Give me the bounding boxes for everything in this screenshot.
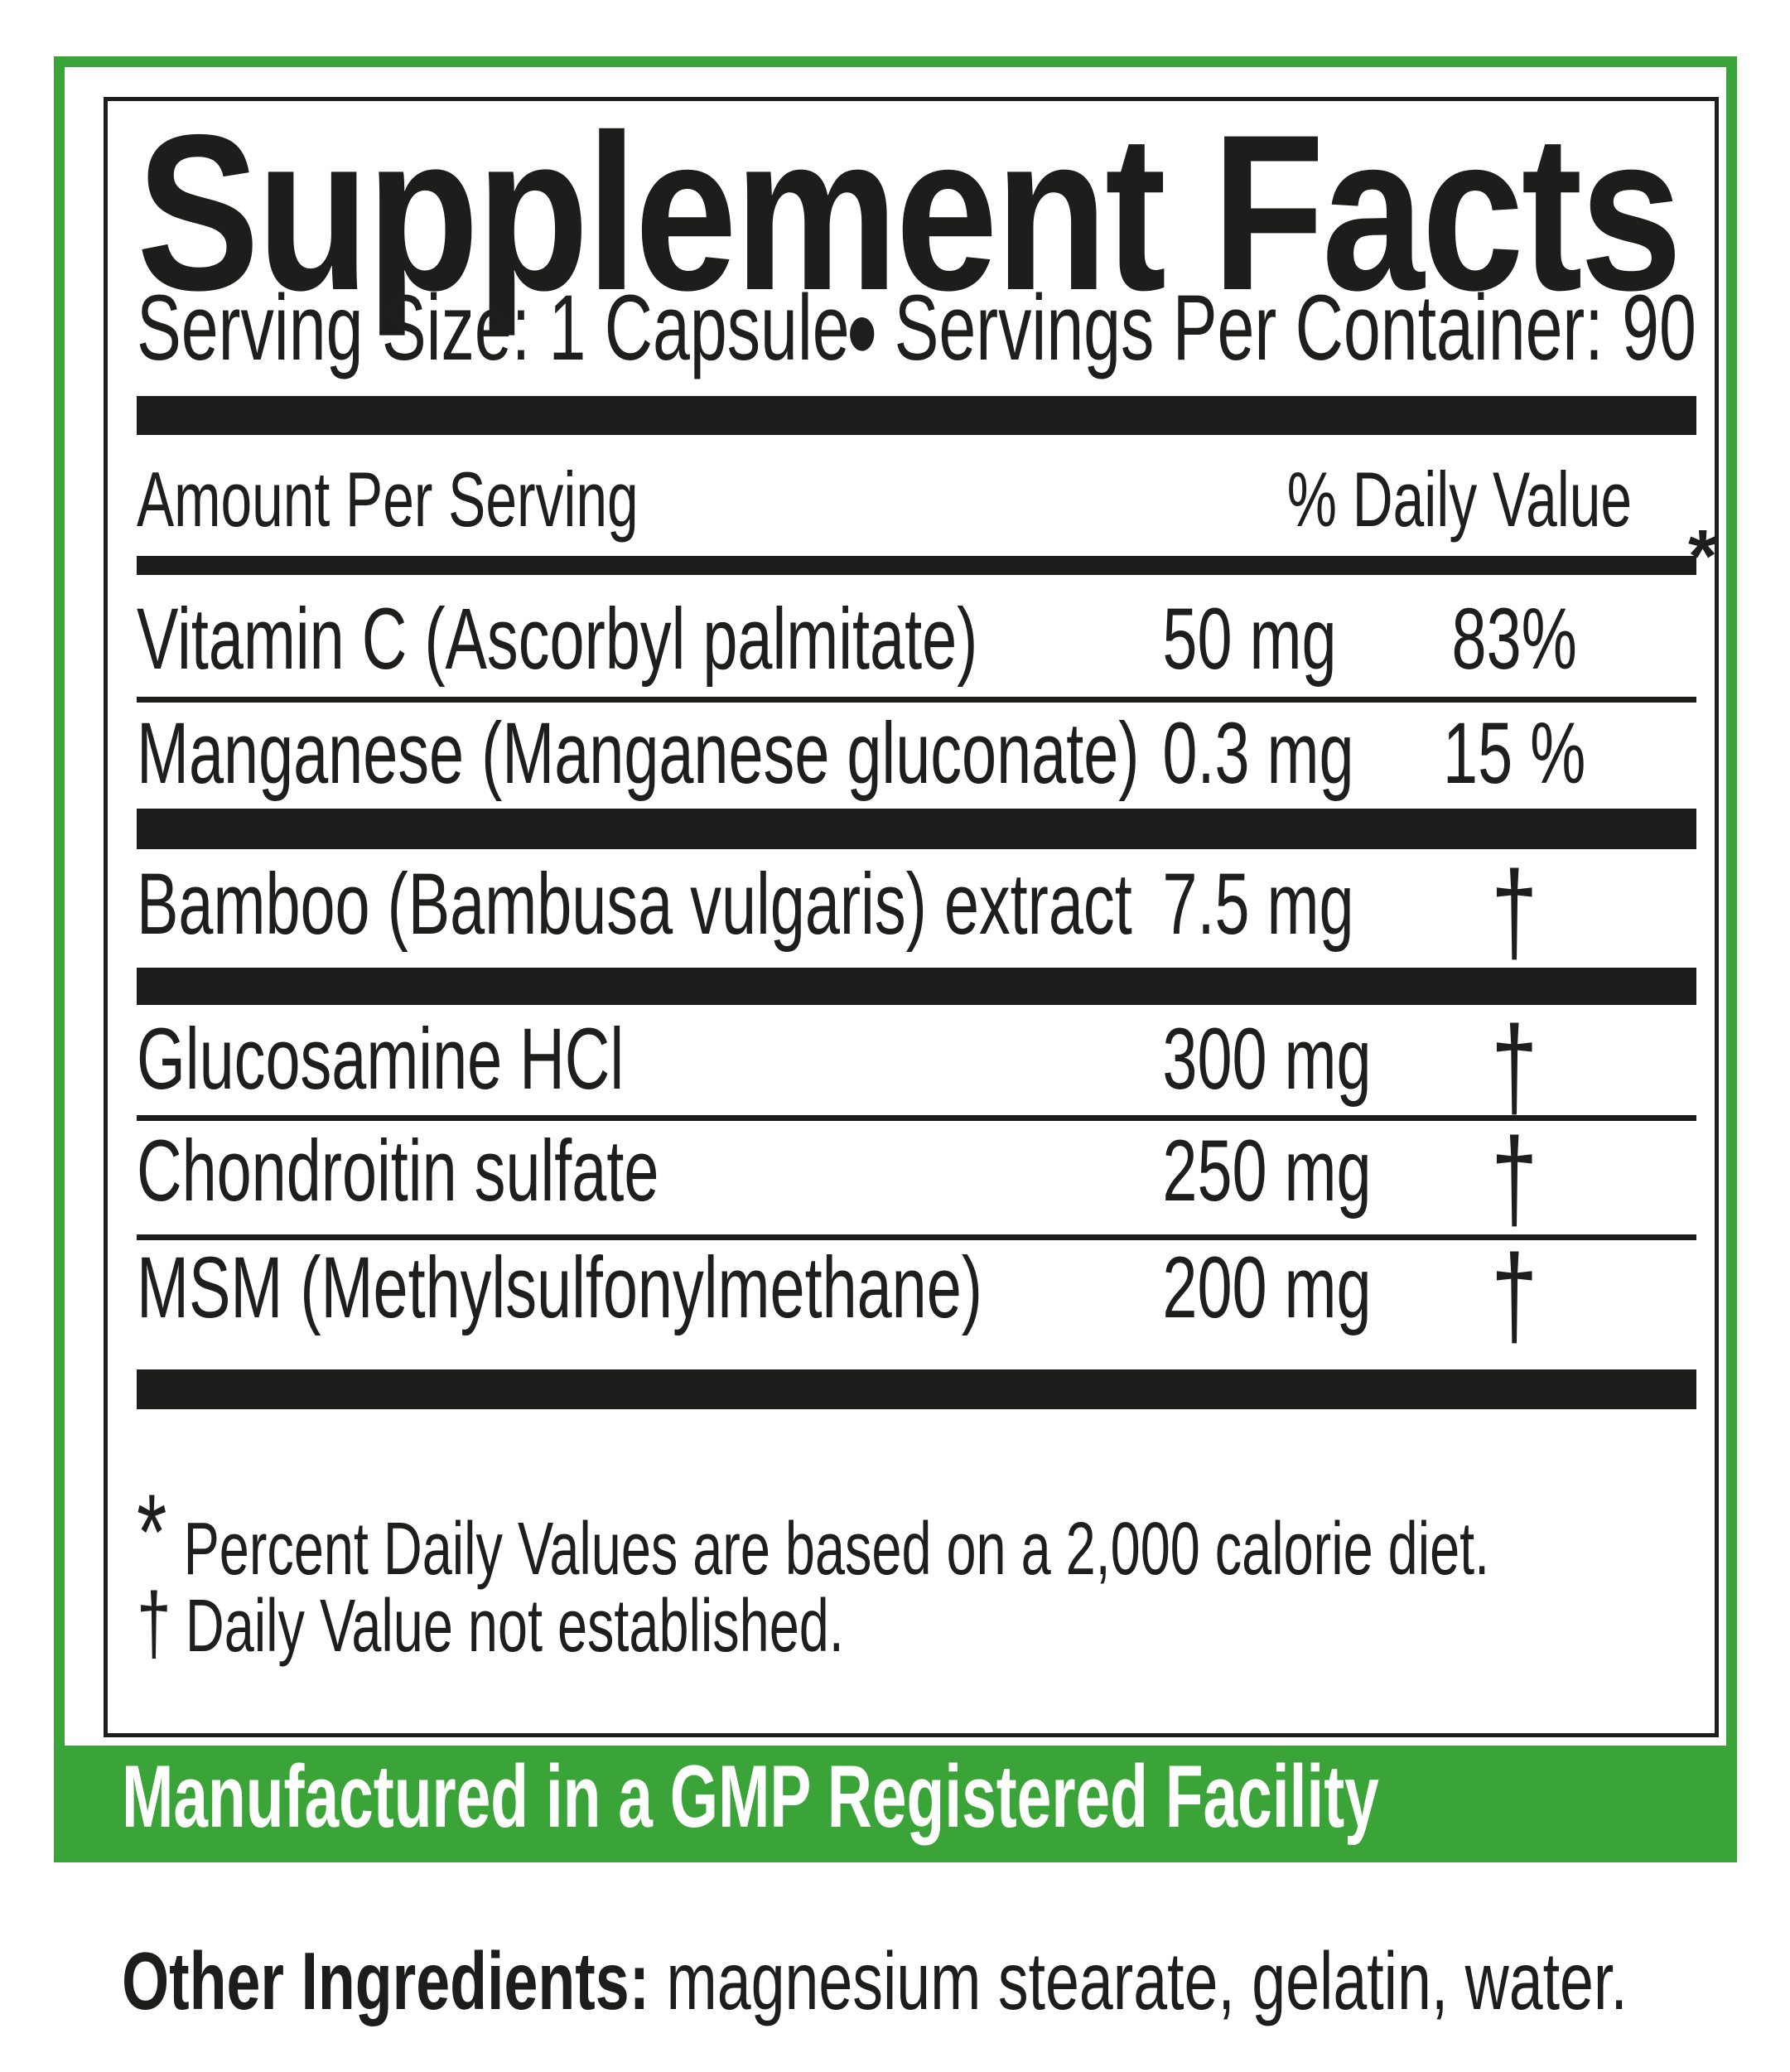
gmp-banner: Manufactured in a GMP Registered Facilit… bbox=[65, 1746, 1726, 1852]
other-ingredients-text: magnesium stearate, gelatin, water. bbox=[649, 1935, 1628, 2026]
serving-size-text: Serving Size: 1 Capsule bbox=[137, 276, 850, 379]
table-row: Chondroitin sulfate 250 mg † bbox=[137, 1121, 1696, 1237]
ingredient-name: Bamboo (Bambusa vulgaris) extract bbox=[137, 856, 1132, 953]
divider-bar-thick bbox=[137, 809, 1696, 849]
ingredient-amount: 250 mg bbox=[1162, 1123, 1372, 1220]
asterisk-symbol: * bbox=[137, 1471, 167, 1592]
other-ingredients-line: Other Ingredients: magnesium stearate, g… bbox=[122, 1940, 1628, 2021]
table-row: MSM (Methylsulfonylmethane) 200 mg † bbox=[137, 1238, 1696, 1354]
table-row: Bamboo (Bambusa vulgaris) extract 7.5 mg… bbox=[137, 854, 1696, 970]
other-ingredients-label: Other Ingredients: bbox=[122, 1935, 650, 2026]
ingredient-name: Manganese (Manganese gluconate) bbox=[137, 705, 1140, 802]
facts-box-inner: Supplement Facts Serving Size: 1 Capsule… bbox=[108, 88, 1717, 1733]
divider-rule-thin bbox=[137, 1115, 1696, 1121]
daily-value-header: % Daily Value bbox=[1286, 456, 1633, 543]
ingredient-daily-value: † bbox=[1491, 1230, 1538, 1360]
ingredient-daily-value: 83% bbox=[1451, 591, 1577, 688]
supplement-facts-box: Supplement Facts Serving Size: 1 Capsule… bbox=[104, 97, 1719, 1737]
divider-bar-thick bbox=[137, 968, 1696, 1005]
table-row: Vitamin C (Ascorbyl palmitate) 50 mg 83% bbox=[137, 596, 1696, 683]
ingredient-amount: 7.5 mg bbox=[1162, 856, 1354, 953]
servings-per-container-text: Servings Per Container: 90 bbox=[894, 276, 1696, 379]
ingredient-amount: 300 mg bbox=[1162, 1011, 1372, 1108]
ingredient-name: MSM (Methylsulfonylmethane) bbox=[137, 1239, 982, 1336]
footnote-text: Daily Value not established. bbox=[185, 1585, 844, 1668]
ingredient-amount: 0.3 mg bbox=[1162, 705, 1354, 802]
divider-bar-medium bbox=[137, 556, 1696, 575]
amount-per-serving-header: Amount Per Serving bbox=[137, 456, 639, 543]
footnote-dv-not-established: † Daily Value not established. bbox=[137, 1573, 1696, 1673]
divider-bar-thick-bottom bbox=[137, 1369, 1696, 1409]
divider-rule-thin bbox=[137, 1234, 1696, 1240]
ingredient-name: Chondroitin sulfate bbox=[137, 1123, 659, 1220]
serving-info-line: Serving Size: 1 Capsule • Servings Per C… bbox=[137, 270, 1696, 394]
ingredient-daily-value: 15 % bbox=[1443, 705, 1586, 802]
ingredient-daily-value: † bbox=[1491, 1002, 1538, 1132]
footnote-text: Percent Daily Values are based on a 2,00… bbox=[183, 1508, 1490, 1591]
ingredient-daily-value: † bbox=[1491, 1113, 1538, 1244]
bullet-separator-icon: • bbox=[846, 263, 878, 402]
gmp-banner-text: Manufactured in a GMP Registered Facilit… bbox=[122, 1746, 1379, 1846]
ingredient-name: Glucosamine HCl bbox=[137, 1011, 625, 1108]
footnote-daily-values: * Percent Daily Values are based on a 2,0… bbox=[137, 1471, 1696, 1600]
table-row: Manganese (Manganese gluconate) 0.3 mg 1… bbox=[137, 710, 1696, 797]
ingredient-amount: 50 mg bbox=[1162, 591, 1337, 688]
divider-rule-thin bbox=[137, 697, 1696, 703]
green-frame: Supplement Facts Serving Size: 1 Capsule… bbox=[54, 56, 1737, 1862]
ingredient-name: Vitamin C (Ascorbyl palmitate) bbox=[137, 591, 978, 688]
dagger-symbol: † bbox=[137, 1576, 171, 1672]
divider-bar-thick-top bbox=[137, 396, 1696, 435]
page-title: Supplement Facts bbox=[137, 88, 1682, 336]
table-row: Glucosamine HCl 300 mg † bbox=[137, 1009, 1696, 1125]
table-header-row: Amount Per Serving % Daily Value bbox=[137, 461, 1696, 539]
ingredient-daily-value: † bbox=[1491, 847, 1538, 977]
ingredient-amount: 200 mg bbox=[1162, 1239, 1372, 1336]
